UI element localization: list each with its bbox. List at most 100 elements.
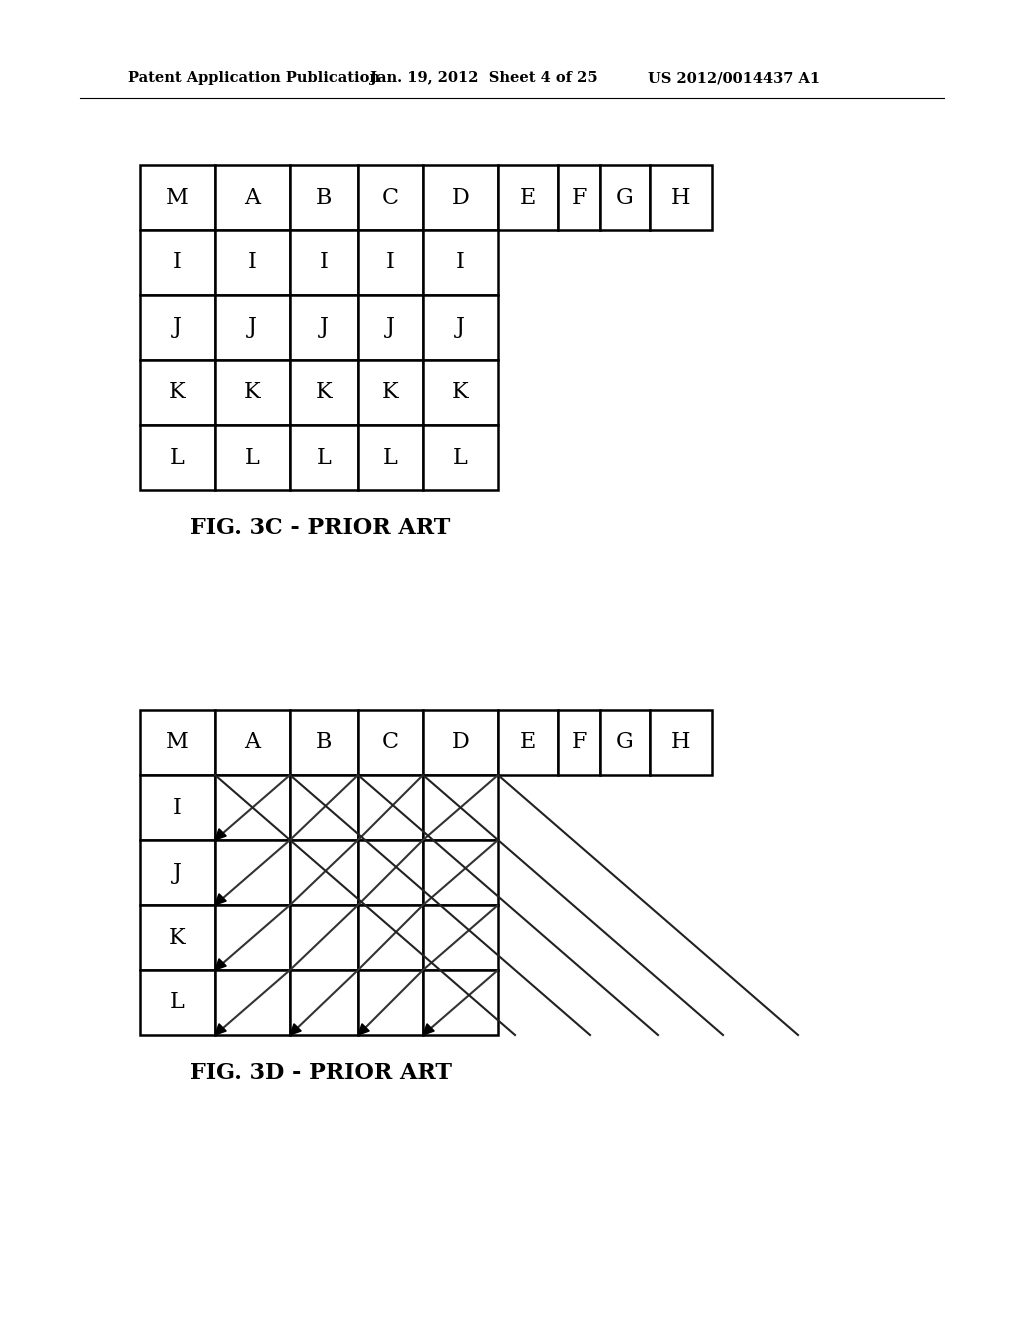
Text: D: D xyxy=(452,186,469,209)
Text: L: L xyxy=(170,991,185,1014)
Polygon shape xyxy=(358,1024,370,1035)
Text: G: G xyxy=(616,186,634,209)
Bar xyxy=(358,970,423,1035)
Text: I: I xyxy=(319,252,329,273)
Text: I: I xyxy=(248,252,257,273)
Bar xyxy=(215,775,290,840)
Bar xyxy=(558,165,600,230)
Bar xyxy=(423,970,498,1035)
Polygon shape xyxy=(290,1024,301,1035)
Bar xyxy=(423,710,498,775)
Bar xyxy=(423,840,498,906)
Bar xyxy=(358,840,423,906)
Text: Jan. 19, 2012  Sheet 4 of 25: Jan. 19, 2012 Sheet 4 of 25 xyxy=(370,71,598,84)
Bar xyxy=(600,165,650,230)
Text: H: H xyxy=(672,186,691,209)
Bar xyxy=(140,840,215,906)
Bar xyxy=(215,970,290,1035)
Bar xyxy=(215,710,290,775)
Bar xyxy=(358,775,423,840)
Bar xyxy=(650,165,712,230)
Text: FIG. 3C - PRIOR ART: FIG. 3C - PRIOR ART xyxy=(190,517,451,539)
Bar xyxy=(140,230,215,294)
Text: K: K xyxy=(169,927,185,949)
Bar xyxy=(423,230,498,294)
Polygon shape xyxy=(423,1024,434,1035)
Text: K: K xyxy=(382,381,398,404)
Text: D: D xyxy=(452,731,469,754)
Bar xyxy=(290,425,358,490)
Bar xyxy=(140,360,215,425)
Text: L: L xyxy=(170,446,185,469)
Bar xyxy=(650,710,712,775)
Text: A: A xyxy=(245,731,260,754)
Text: M: M xyxy=(166,186,188,209)
Text: B: B xyxy=(315,186,332,209)
Bar xyxy=(290,840,358,906)
Bar xyxy=(423,360,498,425)
Text: C: C xyxy=(382,731,399,754)
Text: B: B xyxy=(315,731,332,754)
Bar xyxy=(215,165,290,230)
Text: F: F xyxy=(571,731,587,754)
Bar xyxy=(358,294,423,360)
Text: L: L xyxy=(316,446,332,469)
Bar xyxy=(290,294,358,360)
Bar xyxy=(498,710,558,775)
Bar xyxy=(215,906,290,970)
Text: FIG. 3D - PRIOR ART: FIG. 3D - PRIOR ART xyxy=(190,1063,452,1084)
Bar xyxy=(423,906,498,970)
Bar xyxy=(290,165,358,230)
Bar xyxy=(358,165,423,230)
Bar xyxy=(358,230,423,294)
Text: J: J xyxy=(173,317,182,338)
Text: Patent Application Publication: Patent Application Publication xyxy=(128,71,380,84)
Text: J: J xyxy=(386,317,395,338)
Bar xyxy=(290,906,358,970)
Bar xyxy=(140,425,215,490)
Text: H: H xyxy=(672,731,691,754)
Bar xyxy=(215,360,290,425)
Text: G: G xyxy=(616,731,634,754)
Text: J: J xyxy=(248,317,257,338)
Polygon shape xyxy=(215,1024,226,1035)
Text: C: C xyxy=(382,186,399,209)
Bar xyxy=(140,710,215,775)
Bar xyxy=(140,775,215,840)
Bar xyxy=(358,710,423,775)
Bar xyxy=(215,230,290,294)
Text: F: F xyxy=(571,186,587,209)
Text: A: A xyxy=(245,186,260,209)
Polygon shape xyxy=(215,829,226,840)
Text: US 2012/0014437 A1: US 2012/0014437 A1 xyxy=(648,71,820,84)
Text: J: J xyxy=(456,317,465,338)
Bar xyxy=(215,840,290,906)
Bar xyxy=(290,360,358,425)
Text: K: K xyxy=(169,381,185,404)
Bar xyxy=(215,425,290,490)
Text: E: E xyxy=(520,731,537,754)
Text: I: I xyxy=(173,796,182,818)
Bar xyxy=(558,710,600,775)
Bar xyxy=(290,775,358,840)
Bar xyxy=(290,970,358,1035)
Bar xyxy=(140,294,215,360)
Bar xyxy=(290,710,358,775)
Text: M: M xyxy=(166,731,188,754)
Text: J: J xyxy=(173,862,182,883)
Bar xyxy=(423,294,498,360)
Text: K: K xyxy=(453,381,469,404)
Text: K: K xyxy=(244,381,261,404)
Text: L: L xyxy=(454,446,468,469)
Text: K: K xyxy=(315,381,333,404)
Bar xyxy=(215,294,290,360)
Bar xyxy=(140,906,215,970)
Bar xyxy=(423,775,498,840)
Text: E: E xyxy=(520,186,537,209)
Polygon shape xyxy=(215,958,226,970)
Bar xyxy=(423,165,498,230)
Bar xyxy=(358,425,423,490)
Bar xyxy=(600,710,650,775)
Bar xyxy=(498,165,558,230)
Bar xyxy=(358,360,423,425)
